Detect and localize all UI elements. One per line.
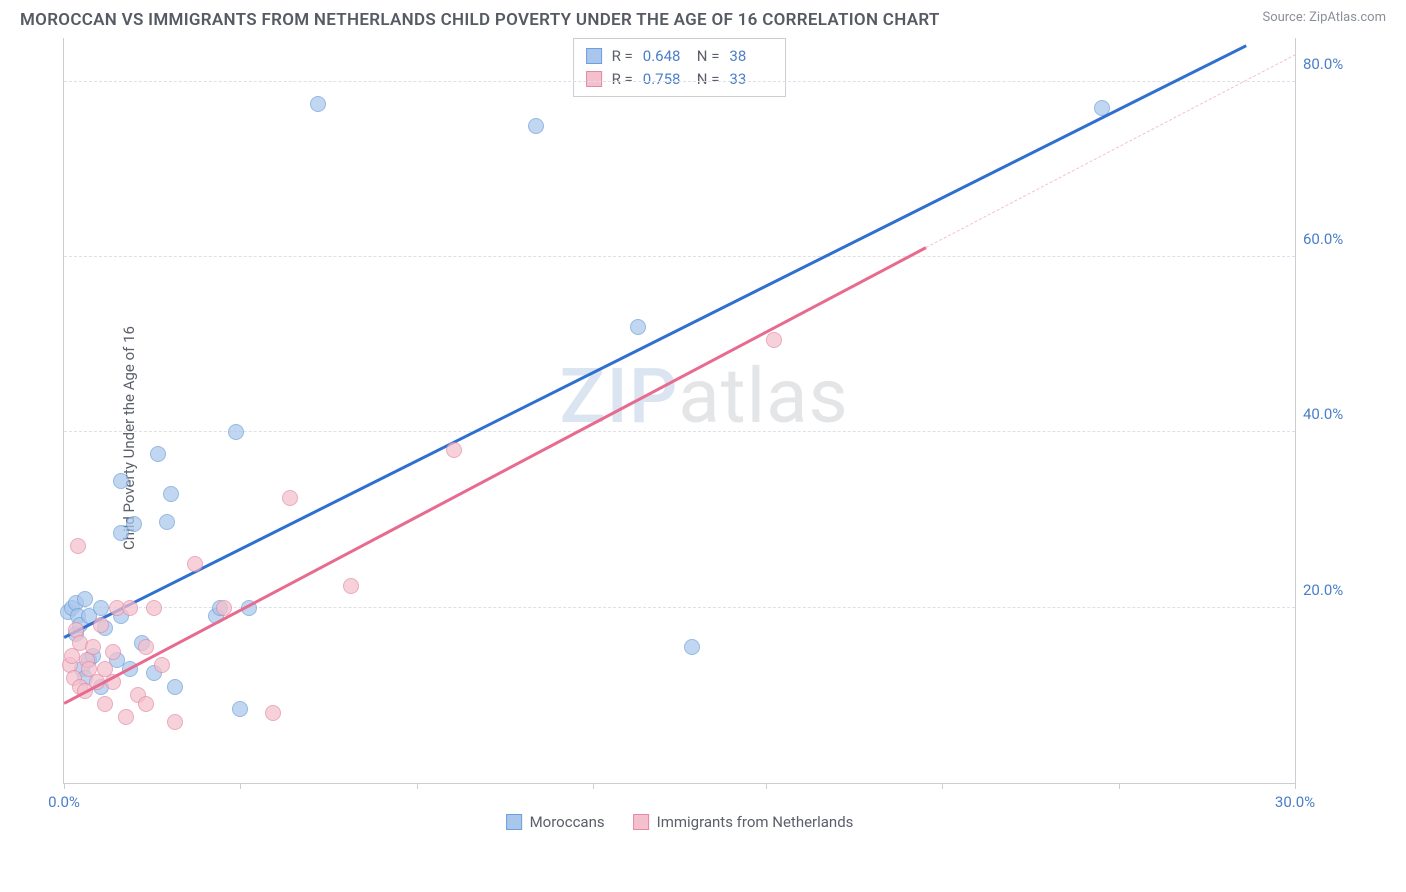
series-swatch: [586, 71, 602, 87]
x-tick-label: 30.0%: [1275, 793, 1315, 811]
x-tick-mark: [1119, 783, 1120, 789]
chart-title: MOROCCAN VS IMMIGRANTS FROM NETHERLANDS …: [20, 10, 940, 30]
data-point: [228, 424, 244, 440]
legend-swatch: [633, 814, 649, 830]
y-tick-label: 20.0%: [1303, 581, 1373, 599]
data-point: [150, 446, 166, 462]
data-point: [187, 556, 203, 572]
data-point: [70, 538, 86, 554]
data-point: [528, 118, 544, 134]
legend-label: Moroccans: [530, 813, 605, 831]
data-point: [85, 639, 101, 655]
trend-line-extension: [925, 55, 1295, 249]
x-tick-mark: [593, 783, 594, 789]
data-point: [138, 639, 154, 655]
x-tick-mark: [1295, 783, 1296, 789]
data-point: [167, 679, 183, 695]
data-point: [138, 696, 154, 712]
series-swatch: [586, 48, 602, 64]
source-attribution: Source: ZipAtlas.com: [1262, 10, 1386, 25]
n-label: N =: [697, 68, 720, 91]
x-tick-label: 0.0%: [48, 793, 80, 811]
data-point: [232, 701, 248, 717]
r-value: 0.648: [643, 45, 687, 68]
r-label: R =: [612, 68, 633, 91]
data-point: [97, 696, 113, 712]
trend-line: [63, 44, 1246, 638]
stats-row: R = 0.758 N = 33: [586, 68, 774, 91]
legend: Moroccans Immigrants from Netherlands: [506, 813, 854, 831]
data-point: [93, 617, 109, 633]
x-tick-mark: [766, 783, 767, 789]
data-point: [163, 486, 179, 502]
y-tick-label: 40.0%: [1303, 405, 1373, 423]
data-point: [77, 591, 93, 607]
legend-swatch: [506, 814, 522, 830]
x-tick-mark: [942, 783, 943, 789]
data-point: [310, 96, 326, 112]
x-tick-mark: [240, 783, 241, 789]
data-point: [146, 600, 162, 616]
data-point: [630, 319, 646, 335]
legend-label: Immigrants from Netherlands: [657, 813, 854, 831]
data-point: [766, 332, 782, 348]
data-point: [282, 490, 298, 506]
data-point: [118, 709, 134, 725]
gridline: [64, 81, 1295, 82]
trend-line: [63, 246, 926, 704]
n-value: 38: [729, 45, 773, 68]
data-point: [126, 516, 142, 532]
data-point: [446, 442, 462, 458]
gridline: [64, 256, 1295, 257]
y-tick-label: 60.0%: [1303, 230, 1373, 248]
data-point: [265, 705, 281, 721]
data-point: [154, 657, 170, 673]
data-point: [343, 578, 359, 594]
legend-item: Moroccans: [506, 813, 605, 831]
data-point: [159, 514, 175, 530]
data-point: [684, 639, 700, 655]
r-value: 0.758: [643, 68, 687, 91]
data-point: [113, 473, 129, 489]
scatter-plot-area: ZIPatlas R =0.648N =38R =0.758N =33 Moro…: [63, 38, 1296, 784]
x-tick-mark: [64, 783, 65, 789]
data-point: [105, 644, 121, 660]
data-point: [167, 714, 183, 730]
x-tick-mark: [417, 783, 418, 789]
n-label: N =: [697, 45, 720, 68]
legend-item: Immigrants from Netherlands: [633, 813, 854, 831]
gridline: [64, 431, 1295, 432]
stats-row: R = 0.648 N = 38: [586, 45, 774, 68]
data-point: [122, 600, 138, 616]
y-tick-label: 80.0%: [1303, 55, 1373, 73]
correlation-stats-box: R = 0.648 N = 38 R = 0.758 N = 33: [573, 38, 787, 97]
r-label: R =: [612, 45, 633, 68]
chart-container: Child Poverty Under the Age of 16 ZIPatl…: [55, 38, 1386, 838]
n-value: 33: [729, 68, 773, 91]
